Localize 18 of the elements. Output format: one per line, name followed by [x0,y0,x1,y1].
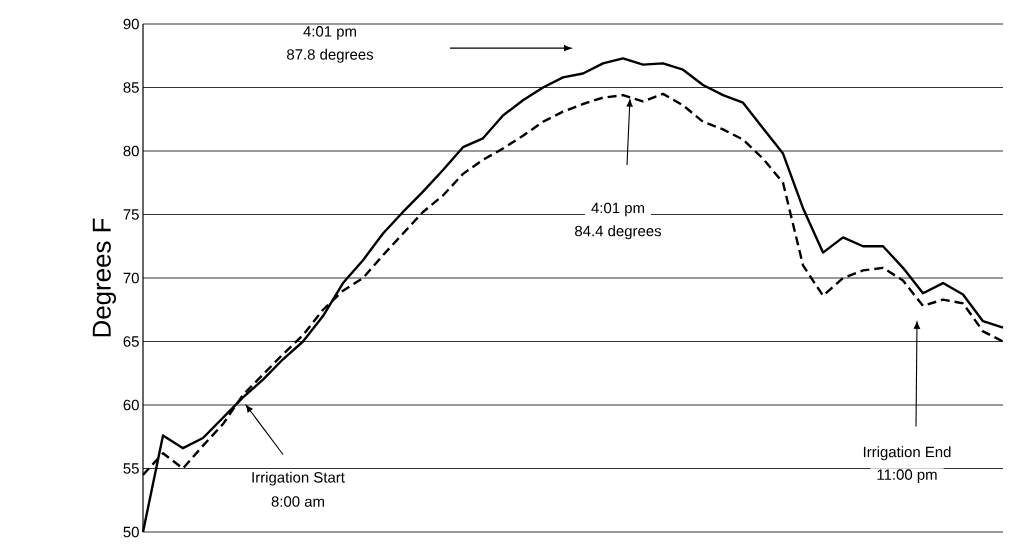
y-tick-label: 75 [123,209,139,220]
annotation: Irrigation End [863,446,951,461]
annotation: Irrigation Start [252,471,345,486]
y-tick-label: 70 [123,272,139,284]
annotation: 84.4 degrees [575,225,662,240]
y-tick-label: 55 [123,463,139,474]
y-axis-title: Degrees F [92,218,117,337]
annotation: 87.8 degrees [287,48,374,63]
annotation: 4:01 pm [303,26,356,40]
y-tick-label: 65 [123,336,139,347]
y-tick-label: 50 [123,526,139,538]
y-tick-label: 60 [123,399,139,411]
annotation: 4:01 pm [591,202,644,217]
annotation: 11:00 pm [877,469,937,483]
y-tick-label: 85 [123,82,139,93]
annotation: 8:00 am [271,496,324,507]
y-tick-label: 80 [123,145,139,157]
y-tick-label: 90 [123,18,139,30]
